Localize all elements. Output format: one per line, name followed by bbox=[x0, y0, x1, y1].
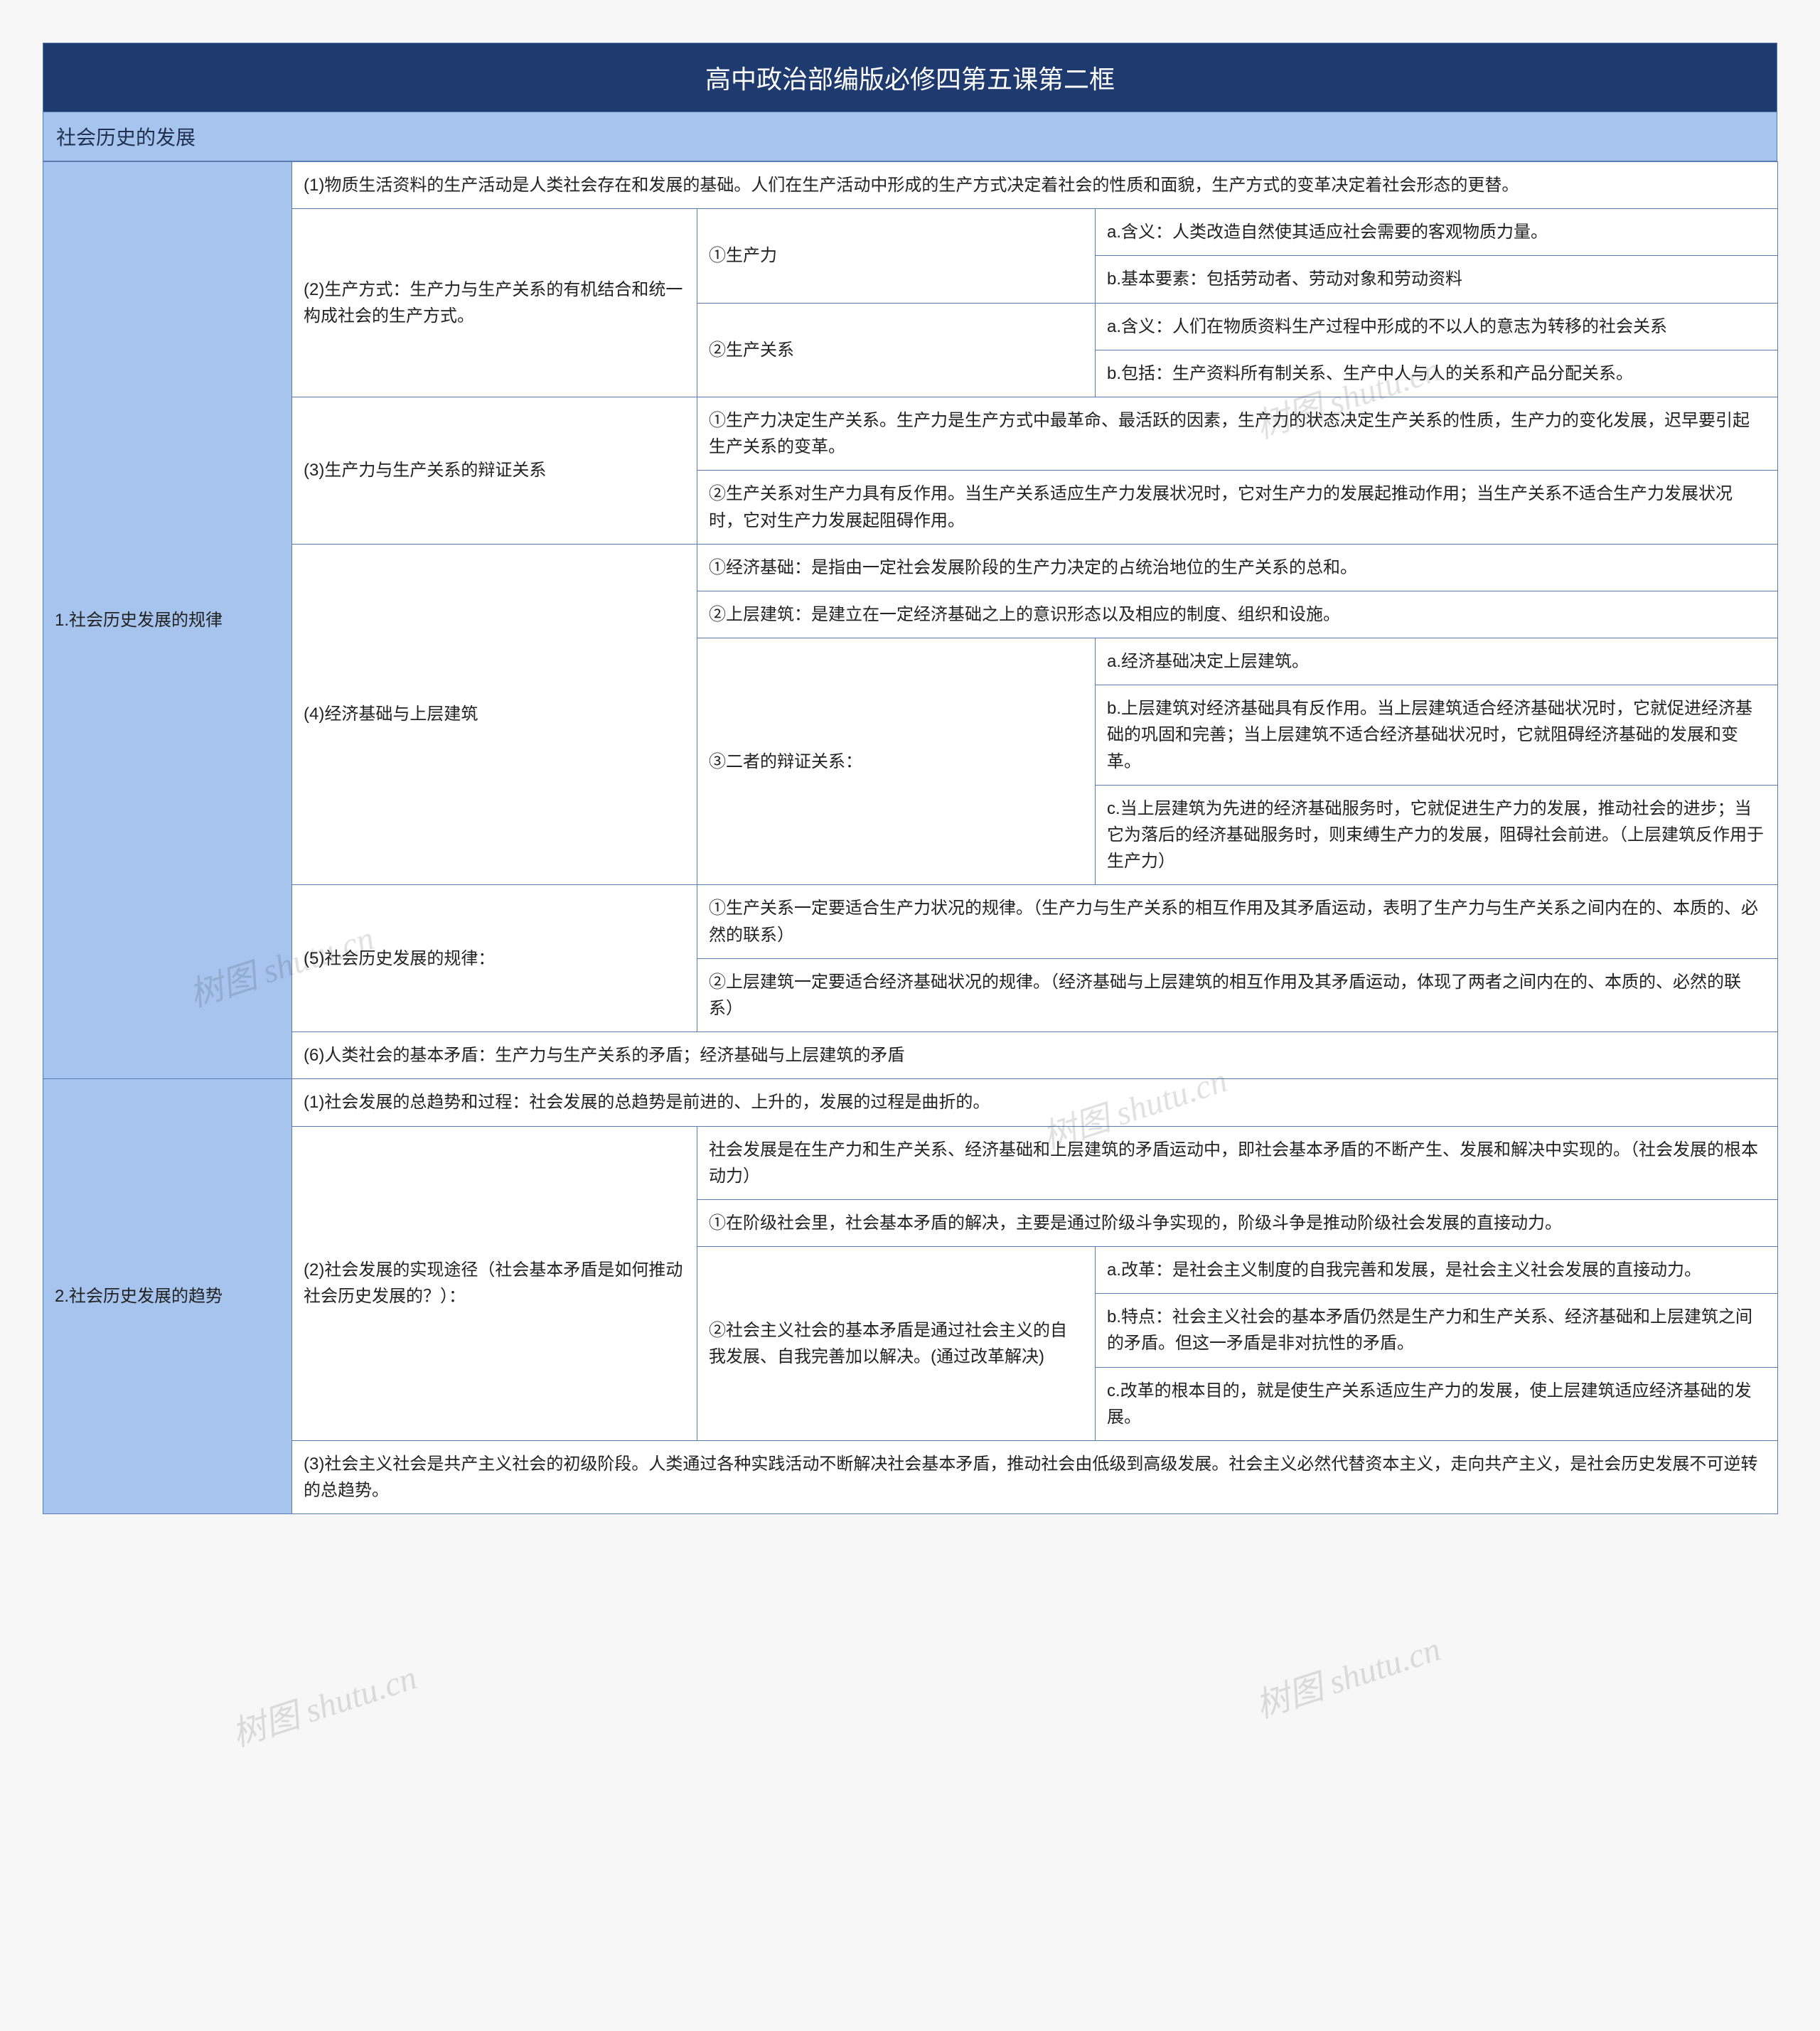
s2-r3: (3)社会主义社会是共产主义社会的初级阶段。人类通过各种实践活动不断解决社会基本… bbox=[292, 1441, 1778, 1514]
s1-r5-label: (5)社会历史发展的规律： bbox=[292, 885, 697, 1032]
s1-r3-b: ②生产关系对生产力具有反作用。当生产关系适应生产力发展状况时，它对生产力的发展起… bbox=[697, 471, 1778, 544]
s1-r3-label: (3)生产力与生产关系的辩证关系 bbox=[292, 397, 697, 544]
s1-r4-c-b: b.上层建筑对经济基础具有反作用。当上层建筑适合经济基础状况时，它就促进经济基础… bbox=[1096, 685, 1778, 786]
s1-r6: (6)人类社会的基本矛盾：生产力与生产关系的矛盾；经济基础与上层建筑的矛盾 bbox=[292, 1032, 1778, 1079]
s2-r2-c-c: c.改革的根本目的，就是使生产关系适应生产力的发展，使上层建筑适应经济基础的发展… bbox=[1096, 1367, 1778, 1440]
s2-r1: (1)社会发展的总趋势和过程：社会发展的总趋势是前进的、上升的，发展的过程是曲折… bbox=[292, 1079, 1778, 1126]
s2-r2-b: ①在阶级社会里，社会基本矛盾的解决，主要是通过阶级斗争实现的，阶级斗争是推动阶级… bbox=[697, 1199, 1778, 1246]
s1-r4-c-a: a.经济基础决定上层建筑。 bbox=[1096, 638, 1778, 685]
s1-r4-label: (4)经济基础与上层建筑 bbox=[292, 544, 697, 885]
outline-sheet: 高中政治部编版必修四第五课第二框 社会历史的发展 1.社会历史发展的规律 (1)… bbox=[43, 43, 1777, 1514]
s2-r2-c-label: ②社会主义社会的基本矛盾是通过社会主义的自我发展、自我完善加以解决。(通过改革解… bbox=[697, 1247, 1096, 1441]
watermark-icon: 树图 shutu.cn bbox=[225, 1649, 422, 1756]
s1-r4-c-label: ③二者的辩证关系： bbox=[697, 638, 1096, 885]
s1-r3-a: ①生产力决定生产关系。生产力是生产方式中最革命、最活跃的因素，生产力的状态决定生… bbox=[697, 397, 1778, 470]
s1-r5-a: ①生产关系一定要适合生产力状况的规律。（生产力与生产关系的相互作用及其矛盾运动，… bbox=[697, 885, 1778, 958]
s1-r2-p2-b: b.包括：生产资料所有制关系、生产中人与人的关系和产品分配关系。 bbox=[1096, 350, 1778, 397]
watermark-icon: 树图 shutu.cn bbox=[1248, 1621, 1446, 1727]
s2-r2-c-b: b.特点：社会主义社会的基本矛盾仍然是生产力和生产关系、经济基础和上层建筑之间的… bbox=[1096, 1294, 1778, 1367]
page-subtitle: 社会历史的发展 bbox=[43, 112, 1777, 161]
s1-r2-p2-label: ②生产关系 bbox=[697, 303, 1096, 397]
s1-r5-b: ②上层建筑一定要适合经济基础状况的规律。（经济基础与上层建筑的相互作用及其矛盾运… bbox=[697, 958, 1778, 1031]
s1-r4-a: ①经济基础：是指由一定社会发展阶段的生产力决定的占统治地位的生产关系的总和。 bbox=[697, 544, 1778, 591]
s1-r2-p1-label: ①生产力 bbox=[697, 209, 1096, 303]
s1-r1: (1)物质生活资料的生产活动是人类社会存在和发展的基础。人们在生产活动中形成的生… bbox=[292, 162, 1778, 209]
s1-r2-label: (2)生产方式：生产力与生产关系的有机结合和统一构成社会的生产方式。 bbox=[292, 209, 697, 397]
s1-r2-p1-a: a.含义：人类改造自然使其适应社会需要的客观物质力量。 bbox=[1096, 209, 1778, 256]
s1-r4-c-c: c.当上层建筑为先进的经济基础服务时，它就促进生产力的发展，推动社会的进步；当它… bbox=[1096, 785, 1778, 885]
outline-table: 1.社会历史发展的规律 (1)物质生活资料的生产活动是人类社会存在和发展的基础。… bbox=[43, 161, 1778, 1514]
page-title: 高中政治部编版必修四第五课第二框 bbox=[43, 43, 1777, 112]
s1-r2-p1-b: b.基本要素：包括劳动者、劳动对象和劳动资料 bbox=[1096, 256, 1778, 303]
s2-r2-label: (2)社会发展的实现途径（社会基本矛盾是如何推动社会历史发展的？）： bbox=[292, 1126, 697, 1441]
section-1-heading: 1.社会历史发展的规律 bbox=[43, 162, 292, 1079]
s1-r4-b: ②上层建筑：是建立在一定经济基础之上的意识形态以及相应的制度、组织和设施。 bbox=[697, 591, 1778, 638]
s1-r2-p2-a: a.含义：人们在物质资料生产过程中形成的不以人的意志为转移的社会关系 bbox=[1096, 303, 1778, 350]
section-2-heading: 2.社会历史发展的趋势 bbox=[43, 1079, 292, 1514]
s2-r2-a: 社会发展是在生产力和生产关系、经济基础和上层建筑的矛盾运动中，即社会基本矛盾的不… bbox=[697, 1126, 1778, 1199]
s2-r2-c-a: a.改革：是社会主义制度的自我完善和发展，是社会主义社会发展的直接动力。 bbox=[1096, 1247, 1778, 1294]
